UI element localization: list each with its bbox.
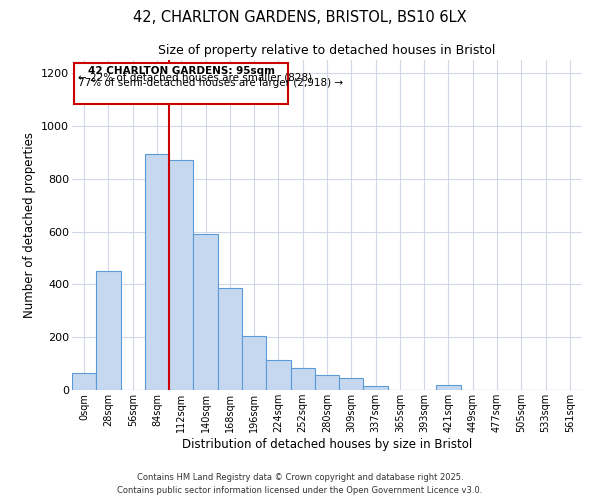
- Text: Contains HM Land Registry data © Crown copyright and database right 2025.
Contai: Contains HM Land Registry data © Crown c…: [118, 474, 482, 495]
- Bar: [193, 234, 218, 390]
- Bar: [72, 373, 96, 390]
- Text: 77% of semi-detached houses are larger (2,918) →: 77% of semi-detached houses are larger (…: [78, 78, 343, 88]
- Bar: [96, 271, 121, 390]
- X-axis label: Distribution of detached houses by size in Bristol: Distribution of detached houses by size …: [182, 438, 472, 451]
- Bar: [290, 368, 315, 390]
- Bar: [145, 154, 169, 390]
- Bar: [74, 62, 288, 104]
- Y-axis label: Number of detached properties: Number of detached properties: [23, 132, 35, 318]
- Title: Size of property relative to detached houses in Bristol: Size of property relative to detached ho…: [158, 44, 496, 58]
- Bar: [315, 376, 339, 390]
- Bar: [242, 336, 266, 390]
- Bar: [339, 378, 364, 390]
- Bar: [436, 384, 461, 390]
- Text: 42 CHARLTON GARDENS: 95sqm: 42 CHARLTON GARDENS: 95sqm: [88, 66, 275, 76]
- Text: 42, CHARLTON GARDENS, BRISTOL, BS10 6LX: 42, CHARLTON GARDENS, BRISTOL, BS10 6LX: [133, 10, 467, 25]
- Bar: [266, 360, 290, 390]
- Text: ← 22% of detached houses are smaller (828): ← 22% of detached houses are smaller (82…: [78, 72, 312, 83]
- Bar: [218, 288, 242, 390]
- Bar: [169, 160, 193, 390]
- Bar: [364, 386, 388, 390]
